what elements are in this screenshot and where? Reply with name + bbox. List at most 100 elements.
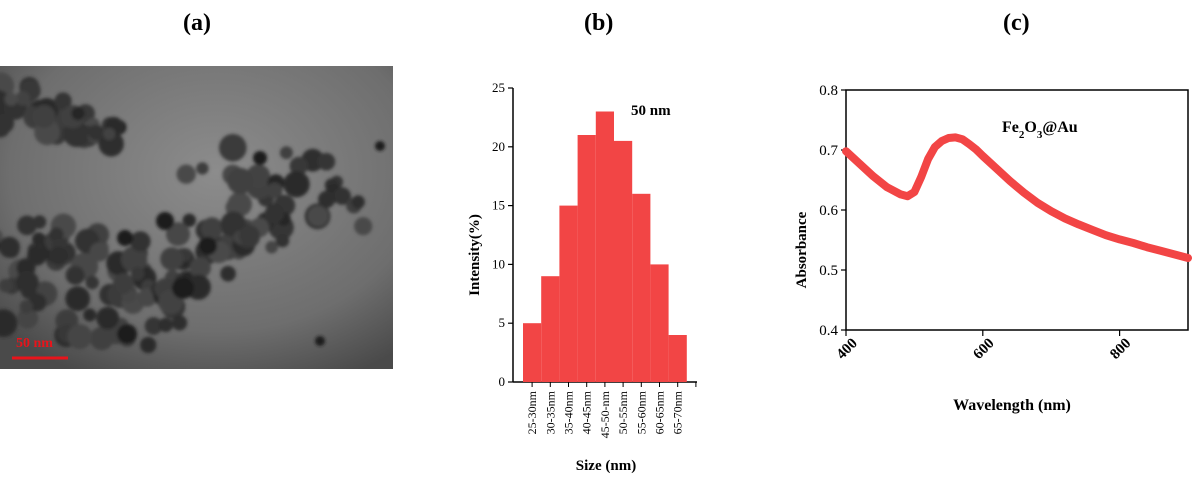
chart-b-annotation: 50 nm xyxy=(631,103,671,119)
dark-nanoparticle xyxy=(117,324,137,344)
histogram-bar xyxy=(668,335,687,382)
nanoparticle xyxy=(67,324,93,350)
chart-b-ticks: 0 5 10 15 20 25 25-30nm 30-35nm 35-40nm 40-45nm 45… xyxy=(492,80,697,438)
chart-b-xtick-label: 65-70nm xyxy=(671,390,685,434)
nanoparticle xyxy=(227,167,254,195)
nanoparticle xyxy=(318,190,336,208)
nanoparticle xyxy=(17,215,37,236)
histogram-bar xyxy=(614,140,633,382)
panel-label-b: (b) xyxy=(584,10,614,36)
nanoparticle xyxy=(265,240,279,254)
nanoparticle xyxy=(88,124,104,141)
chart-b-xtick-label: 50-55nm xyxy=(616,390,630,434)
chart-b-ytick-label: 0 xyxy=(499,374,506,389)
nanoparticle xyxy=(4,92,18,106)
nanoparticle xyxy=(160,247,184,271)
chart-c-ytick-label: 0.7 xyxy=(819,143,838,159)
histogram-bar xyxy=(650,264,669,382)
nanoparticle xyxy=(15,270,39,294)
nanoparticle xyxy=(354,217,373,236)
panel-label-c: (c) xyxy=(1003,10,1030,36)
chart-b-ylabel: Intensity(%) xyxy=(467,214,483,296)
nanoparticle xyxy=(307,205,329,227)
chart-b-bars xyxy=(523,111,687,382)
nanoparticle xyxy=(140,336,157,354)
panel-label-a: (a) xyxy=(183,10,211,36)
chart-c-ytick-label: 0.5 xyxy=(819,263,838,279)
chart-b-xlabel: Size (nm) xyxy=(576,458,636,474)
tem-image: 50 nm xyxy=(0,66,393,369)
nanoparticle xyxy=(182,213,196,227)
nanoparticle xyxy=(144,317,163,335)
chart-c-xtick-label: 800 xyxy=(1107,336,1134,363)
dark-nanoparticle xyxy=(315,336,325,346)
nanoparticle xyxy=(166,222,190,247)
histogram-bar xyxy=(541,276,560,382)
chart-b-xtick-label: 55-60nm xyxy=(634,390,648,434)
chart-b-xtick-label: 40-45nm xyxy=(580,390,594,434)
nanoparticle xyxy=(27,245,47,266)
nanoparticle xyxy=(28,293,47,312)
size-distribution-chart: 0 5 10 15 20 25 25-30nm 30-35nm 35-40nm 40-45nm 45… xyxy=(467,80,697,474)
nanoparticle xyxy=(115,278,132,294)
nanoparticle xyxy=(189,256,211,279)
nanoparticle xyxy=(266,182,283,199)
chart-b-ytick-label: 5 xyxy=(499,315,506,330)
nanoparticle xyxy=(171,315,188,331)
chart-b-xtick-label: 60-65nm xyxy=(653,390,667,434)
nanoparticle xyxy=(120,246,148,273)
nanoparticle xyxy=(130,231,151,252)
scale-bar-label: 50 nm xyxy=(16,336,53,351)
nanoparticle xyxy=(103,127,116,141)
histogram-bar xyxy=(595,111,614,382)
nanoparticle xyxy=(49,227,64,242)
nanoparticle xyxy=(219,134,247,162)
nanoparticle xyxy=(49,246,68,266)
absorbance-series-line xyxy=(842,133,1192,262)
nanoparticle xyxy=(0,113,15,134)
nanoparticle xyxy=(83,308,97,322)
nanoparticle xyxy=(196,162,209,175)
nanoparticle xyxy=(220,265,236,282)
nanoparticle xyxy=(89,326,114,351)
chart-b-ytick-label: 15 xyxy=(492,198,505,213)
chart-b-xtick-label: 45-50-nm xyxy=(598,390,612,438)
nanoparticle xyxy=(351,195,365,209)
dark-nanoparticle xyxy=(375,141,385,151)
nanoparticle xyxy=(239,225,260,246)
nanoparticle xyxy=(317,152,336,171)
nanoparticle xyxy=(200,217,224,240)
nanoparticle xyxy=(71,106,85,121)
chart-b-ytick-label: 10 xyxy=(492,256,505,271)
nanoparticle xyxy=(54,92,72,110)
chart-c-ytick-label: 0.8 xyxy=(819,83,838,99)
chart-c-annotation: Fe2O3@Au xyxy=(1002,119,1078,141)
nanoparticle xyxy=(89,242,109,262)
nanoparticle xyxy=(130,267,145,281)
chart-c-ytick-label: 0.4 xyxy=(819,323,838,339)
nanoparticle xyxy=(65,286,91,312)
dark-nanoparticle xyxy=(117,230,133,246)
dark-nanoparticle xyxy=(253,151,267,165)
nanoparticle xyxy=(279,146,293,160)
nanoparticle xyxy=(158,317,174,333)
chart-c-ylabel: Absorbance xyxy=(794,211,810,288)
nanoparticle xyxy=(220,211,246,237)
nanoparticle xyxy=(227,192,252,217)
histogram-bar xyxy=(523,323,542,382)
dark-nanoparticle xyxy=(199,237,217,255)
nanoparticle xyxy=(15,91,30,106)
absorbance-chart: 0.4 0.5 0.6 0.7 0.8 400 600 800 Fe2O3@Au Absorb… xyxy=(794,83,1192,414)
nanoparticle xyxy=(96,306,120,330)
nanoparticle xyxy=(19,300,33,314)
chart-c-xtick-label: 400 xyxy=(834,336,861,363)
dark-nanoparticle xyxy=(156,212,174,230)
chart-c-xtick-label: 600 xyxy=(970,336,997,363)
nanoparticle xyxy=(264,203,285,223)
nanoparticle xyxy=(275,233,290,248)
nanoparticle xyxy=(283,171,310,198)
nanoparticle xyxy=(85,275,99,290)
nanoparticle xyxy=(0,309,18,338)
chart-b-xtick-label: 35-40nm xyxy=(562,390,576,434)
chart-c-xlabel: Wavelength (nm) xyxy=(953,397,1071,414)
